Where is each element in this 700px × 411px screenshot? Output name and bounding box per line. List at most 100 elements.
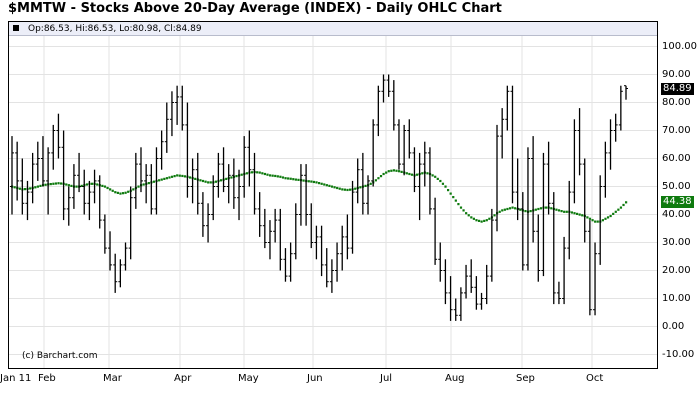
- moving-average-point: [183, 175, 187, 178]
- ohlc-bar: [495, 124, 500, 232]
- moving-average-point: [168, 176, 171, 179]
- ohlc-bar: [402, 124, 407, 176]
- moving-average-point: [297, 178, 300, 181]
- ohlc-bar: [180, 85, 185, 131]
- ohlc-bar: [20, 158, 25, 215]
- moving-average-point: [137, 185, 140, 188]
- moving-average-point: [379, 175, 383, 178]
- ohlc-bar: [618, 85, 623, 131]
- moving-average-point: [57, 182, 60, 185]
- ohlc-bar: [128, 186, 133, 260]
- y-tick-label: 70.00: [662, 124, 691, 136]
- moving-average-point: [377, 177, 380, 180]
- moving-average-point: [462, 209, 465, 212]
- moving-average-point: [124, 191, 127, 194]
- moving-average-point: [142, 183, 145, 186]
- moving-average-point: [318, 182, 321, 185]
- x-tick-label: Oct: [586, 373, 604, 384]
- moving-average-point: [452, 196, 455, 199]
- ohlc-bar: [175, 85, 180, 125]
- moving-average-point: [230, 176, 233, 179]
- moving-average-point: [39, 184, 42, 187]
- moving-average-point: [519, 208, 522, 211]
- ohlc-bar: [190, 158, 195, 204]
- moving-average-point: [563, 210, 566, 213]
- moving-average-point: [315, 181, 318, 184]
- moving-average-point: [408, 172, 411, 176]
- legend-bar: Op:86.53, Hi:86.53, Lo:80.98, Cl:84.89: [9, 22, 657, 36]
- ohlc-bar: [206, 203, 211, 243]
- ohlc-bar: [221, 147, 226, 193]
- moving-average-point: [163, 177, 166, 180]
- moving-average-point: [240, 173, 243, 176]
- moving-average-point: [514, 207, 517, 210]
- moving-average-point: [343, 188, 346, 191]
- legend-swatch: [13, 25, 19, 31]
- moving-average-point: [29, 187, 32, 190]
- moving-average-point: [325, 184, 328, 187]
- ohlc-bar: [164, 102, 169, 153]
- ohlc-bar: [355, 158, 360, 204]
- moving-average-point: [281, 176, 285, 179]
- moving-average-point: [245, 172, 248, 175]
- moving-average-point: [199, 179, 202, 182]
- moving-average-point: [539, 207, 543, 210]
- moving-average-point: [44, 183, 47, 186]
- moving-average-point: [591, 219, 594, 222]
- moving-average-point: [594, 220, 597, 223]
- ohlc-bar: [35, 141, 40, 181]
- moving-average-point: [274, 174, 277, 178]
- moving-average-point: [54, 182, 58, 185]
- moving-average-point: [364, 184, 367, 187]
- moving-average-point: [470, 216, 473, 219]
- moving-average-point: [454, 199, 457, 202]
- moving-average-point: [67, 184, 70, 187]
- ohlc-bar: [433, 197, 438, 265]
- moving-average-point: [508, 207, 512, 210]
- moving-average-point: [310, 180, 313, 183]
- moving-average-point: [617, 208, 620, 211]
- moving-average-point: [114, 191, 117, 194]
- ohlc-bar: [613, 113, 618, 142]
- ohlc-bar: [479, 292, 484, 310]
- moving-average-point: [13, 186, 16, 189]
- ohlc-bar: [350, 180, 355, 254]
- moving-average-point: [268, 174, 272, 177]
- ohlc-bar: [417, 152, 422, 221]
- ohlc-bar: [536, 214, 541, 282]
- moving-average-point: [287, 177, 290, 180]
- ohlc-bar: [624, 85, 628, 100]
- moving-average-point: [34, 186, 37, 189]
- moving-average-point: [263, 172, 267, 176]
- moving-average-point: [619, 206, 623, 209]
- ohlc-bar: [309, 203, 314, 249]
- moving-average-point: [23, 188, 27, 191]
- ohlc-bar: [562, 236, 567, 305]
- moving-average-point: [573, 212, 576, 215]
- ohlc-bar: [262, 208, 267, 249]
- moving-average-point: [565, 210, 568, 213]
- moving-average-point: [446, 189, 450, 192]
- moving-average-point: [612, 212, 615, 215]
- moving-average-point: [302, 179, 305, 182]
- moving-average-point: [387, 170, 390, 173]
- moving-average-point: [111, 189, 114, 192]
- ohlc-bar: [257, 192, 262, 237]
- ohlc-bar: [56, 113, 61, 159]
- ohlc-bar: [443, 259, 448, 305]
- moving-average-point: [80, 184, 83, 187]
- moving-average-point: [410, 173, 414, 176]
- moving-average-point: [70, 184, 73, 187]
- moving-average-point: [501, 209, 504, 212]
- moving-average-point: [147, 182, 150, 185]
- x-tick-label: Sep: [516, 373, 535, 384]
- ohlc-bar: [102, 214, 107, 254]
- moving-average-point: [170, 175, 174, 178]
- moving-average-point: [294, 178, 297, 181]
- moving-average-point: [194, 177, 197, 180]
- ohlc-bar: [185, 102, 190, 198]
- ohlc-bar: [469, 259, 474, 293]
- ohlc-bar: [71, 164, 76, 209]
- moving-average-point: [459, 206, 463, 209]
- ohlc-bar: [345, 214, 350, 260]
